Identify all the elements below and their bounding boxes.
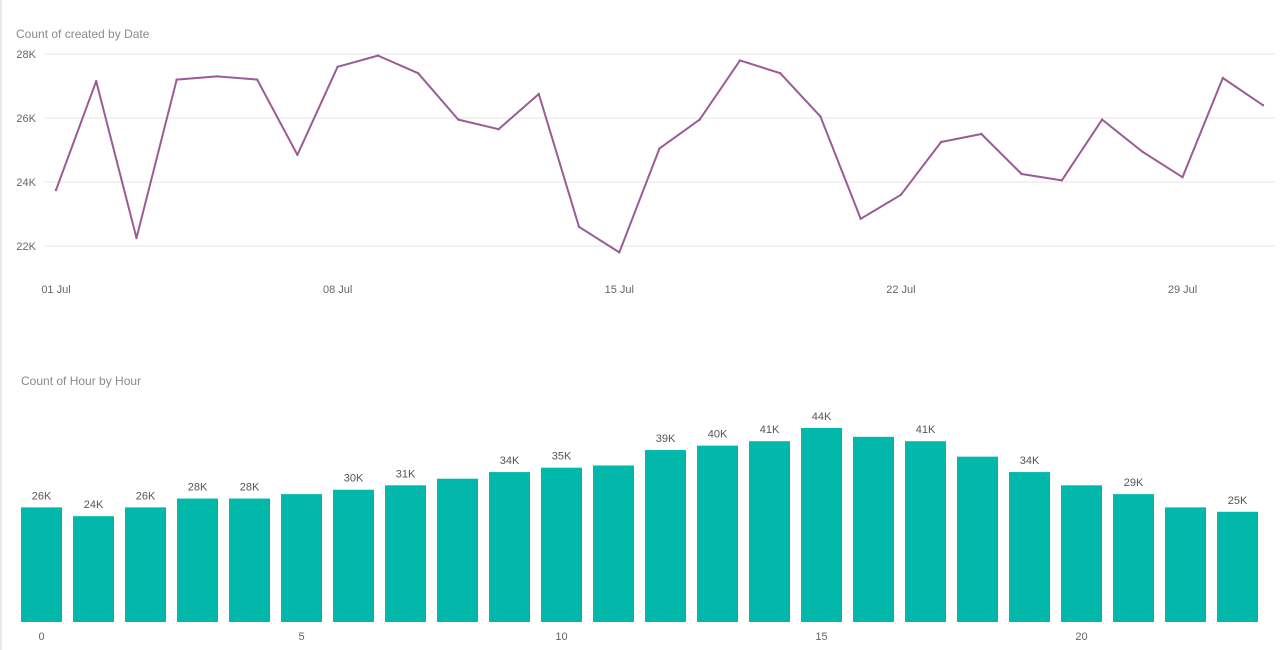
line-point [1181, 176, 1184, 179]
x-tick-label: 0 [38, 631, 44, 643]
bar-data-label: 34K [1020, 455, 1040, 467]
line-point [135, 236, 138, 240]
bar-data-label: 24K [84, 499, 104, 511]
line-point [577, 225, 581, 228]
bar [489, 472, 530, 622]
y-tick-label: 22K [16, 241, 36, 253]
bar-data-label: 34K [500, 455, 520, 467]
bar [957, 456, 998, 622]
line-point [1060, 179, 1064, 182]
x-tick-label: 22 Jul [886, 284, 915, 296]
line-point [899, 193, 903, 196]
bar-chart-title: Count of Hour by Hour [21, 374, 142, 388]
line-point [698, 118, 701, 121]
bar [697, 445, 738, 622]
y-tick-label: 28K [16, 49, 36, 61]
line-point [1100, 118, 1104, 121]
bar-data-label: 44K [812, 411, 832, 423]
bar [749, 441, 790, 622]
line-point [658, 147, 661, 150]
line-point [1141, 150, 1144, 153]
y-tick-label: 26K [16, 113, 36, 125]
bar [1217, 511, 1258, 622]
bar-data-label: 41K [916, 424, 936, 436]
bar [73, 516, 114, 622]
x-tick-label: 5 [298, 631, 304, 643]
line-point [336, 65, 339, 69]
x-tick-label: 20 [1075, 631, 1087, 643]
page-left-border [0, 0, 2, 650]
x-tick-label: 08 Jul [323, 284, 352, 296]
bar [801, 428, 842, 622]
bar [853, 436, 894, 622]
bar-data-label: 35K [552, 451, 572, 463]
bar-data-label: 41K [760, 424, 780, 436]
bar [1165, 507, 1206, 622]
bar [593, 465, 634, 622]
line-point [95, 80, 98, 83]
bar [281, 494, 322, 622]
line-point [175, 78, 178, 81]
line-point [296, 153, 299, 156]
line-point [738, 59, 742, 62]
bar-data-label: 30K [344, 473, 364, 485]
x-tick-label: 10 [555, 631, 567, 643]
x-tick-label: 29 Jul [1168, 284, 1197, 296]
bar [1009, 472, 1050, 622]
bar-data-label: 40K [708, 429, 728, 441]
line-point [255, 78, 259, 81]
bar [645, 450, 686, 622]
line-point [54, 188, 58, 192]
bar [125, 507, 166, 622]
line-point [457, 118, 460, 121]
line-point [779, 72, 782, 75]
bar-data-label: 25K [1228, 495, 1248, 507]
line-chart-title: Count of created by Date [16, 27, 150, 41]
bar-data-label: 39K [656, 433, 676, 445]
bar [905, 441, 946, 622]
bar [437, 478, 478, 622]
line-point [980, 132, 983, 136]
bar [1113, 494, 1154, 622]
line-point [497, 128, 500, 131]
bar-data-label: 29K [1124, 477, 1144, 489]
x-tick-label: 15 [815, 631, 827, 643]
bar [177, 498, 218, 622]
x-tick-label: 01 Jul [41, 284, 70, 296]
line-point [1261, 104, 1265, 107]
bar-data-label: 31K [396, 468, 416, 480]
x-tick-label: 15 Jul [605, 284, 634, 296]
bar-data-label: 26K [32, 490, 52, 502]
line-point [618, 251, 621, 254]
line-point [537, 92, 540, 96]
line-point [1221, 76, 1224, 80]
bar [385, 485, 426, 622]
line-point [1020, 172, 1023, 176]
bar-data-label: 28K [188, 482, 208, 494]
line-point [819, 115, 822, 118]
bar [21, 507, 62, 622]
bar-data-label: 28K [240, 482, 260, 494]
bar [229, 498, 270, 622]
line-point [416, 72, 420, 75]
line-point [215, 75, 219, 78]
line-point [376, 54, 380, 57]
bar-data-label: 26K [136, 490, 156, 502]
bar [541, 467, 582, 622]
line-chart: 22K 24K 26K 28K 01 Jul 08 Jul 15 Jul 22 Jul 29 J… [16, 49, 1275, 296]
bar [1061, 485, 1102, 622]
y-tick-label: 24K [16, 177, 36, 189]
line-point [939, 140, 943, 144]
line-point [859, 217, 862, 220]
bar [333, 489, 374, 622]
